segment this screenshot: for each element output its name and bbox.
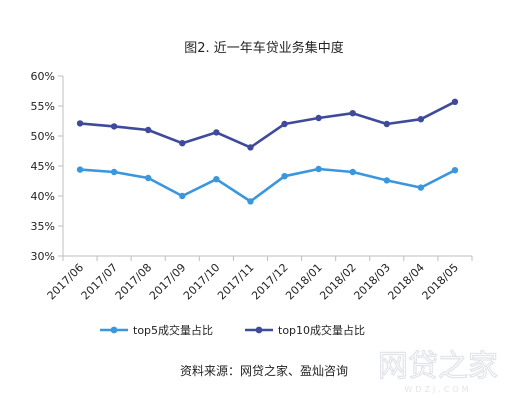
legend-swatch-marker: [255, 326, 263, 334]
y-tick-label: 50%: [31, 130, 55, 143]
watermark-logo: 网贷之家: [378, 349, 498, 384]
data-point: [76, 120, 84, 127]
series-layer: [76, 98, 459, 205]
data-point: [110, 168, 118, 176]
x-tick-label: 2018/01: [283, 261, 325, 303]
series-2: [76, 98, 459, 151]
series-line: [79, 100, 456, 149]
watermark: 网贷之家 WDZJ.COM: [377, 348, 498, 394]
chart-title: 图2. 近一年车贷业务集中度: [184, 40, 344, 56]
data-point: [76, 166, 84, 173]
data-point: [281, 173, 288, 180]
legend-item: top5成交量占比: [100, 323, 213, 337]
data-point: [281, 120, 288, 128]
y-tick-label: 55%: [31, 100, 55, 113]
data-point: [179, 192, 186, 200]
legend-swatch-marker: [110, 326, 118, 334]
x-tick-label: 2017/11: [215, 261, 257, 303]
data-point: [110, 123, 118, 130]
data-point: [451, 167, 459, 174]
data-point: [417, 116, 425, 123]
data-point: [247, 198, 254, 205]
data-point: [247, 144, 254, 151]
y-axis: 30% 35% 40% 45% 50% 55% 60%: [31, 70, 64, 263]
series-1: [76, 165, 459, 205]
x-tick-label: 2018/02: [317, 261, 359, 303]
x-tick-label: 2017/07: [79, 261, 121, 303]
data-point: [145, 126, 152, 134]
series-line: [79, 167, 456, 203]
y-tick-label: 40%: [31, 190, 55, 203]
legend-item: top10成交量占比: [245, 323, 365, 337]
data-point: [417, 184, 425, 191]
legend: top5成交量占比 top10成交量占比: [100, 323, 365, 337]
x-tick-label: 2017/10: [181, 261, 223, 303]
data-point: [349, 168, 356, 176]
x-tick-label: 2018/05: [420, 261, 462, 303]
data-point: [349, 110, 356, 117]
y-tick-label: 45%: [31, 160, 55, 173]
source-note: 资料来源：网贷之家、盈灿咨询: [180, 363, 348, 378]
data-point: [383, 177, 390, 184]
data-point: [213, 129, 220, 136]
x-tick-label: 2017/06: [45, 261, 87, 303]
data-point: [451, 98, 459, 106]
x-tick-label: 2018/04: [385, 261, 427, 303]
x-tick-label: 2018/03: [351, 261, 393, 303]
watermark-subtext: WDZJ.COM: [404, 385, 471, 394]
x-tick-label: 2017/12: [249, 261, 291, 303]
data-point: [213, 176, 220, 183]
y-tick-label: 30%: [31, 250, 55, 263]
data-point: [179, 140, 186, 147]
x-tick-label: 2017/09: [147, 261, 189, 303]
x-tick-label: 2017/08: [113, 261, 155, 303]
data-point: [315, 114, 322, 122]
y-tick-label: 60%: [31, 70, 55, 83]
legend-label: top5成交量占比: [133, 323, 213, 337]
y-tick-label: 35%: [31, 220, 55, 233]
x-axis: 2017/062017/072017/082017/092017/102017/…: [45, 255, 473, 303]
data-point: [315, 165, 322, 173]
data-point: [383, 120, 390, 128]
legend-label: top10成交量占比: [278, 323, 365, 337]
data-point: [145, 174, 152, 182]
